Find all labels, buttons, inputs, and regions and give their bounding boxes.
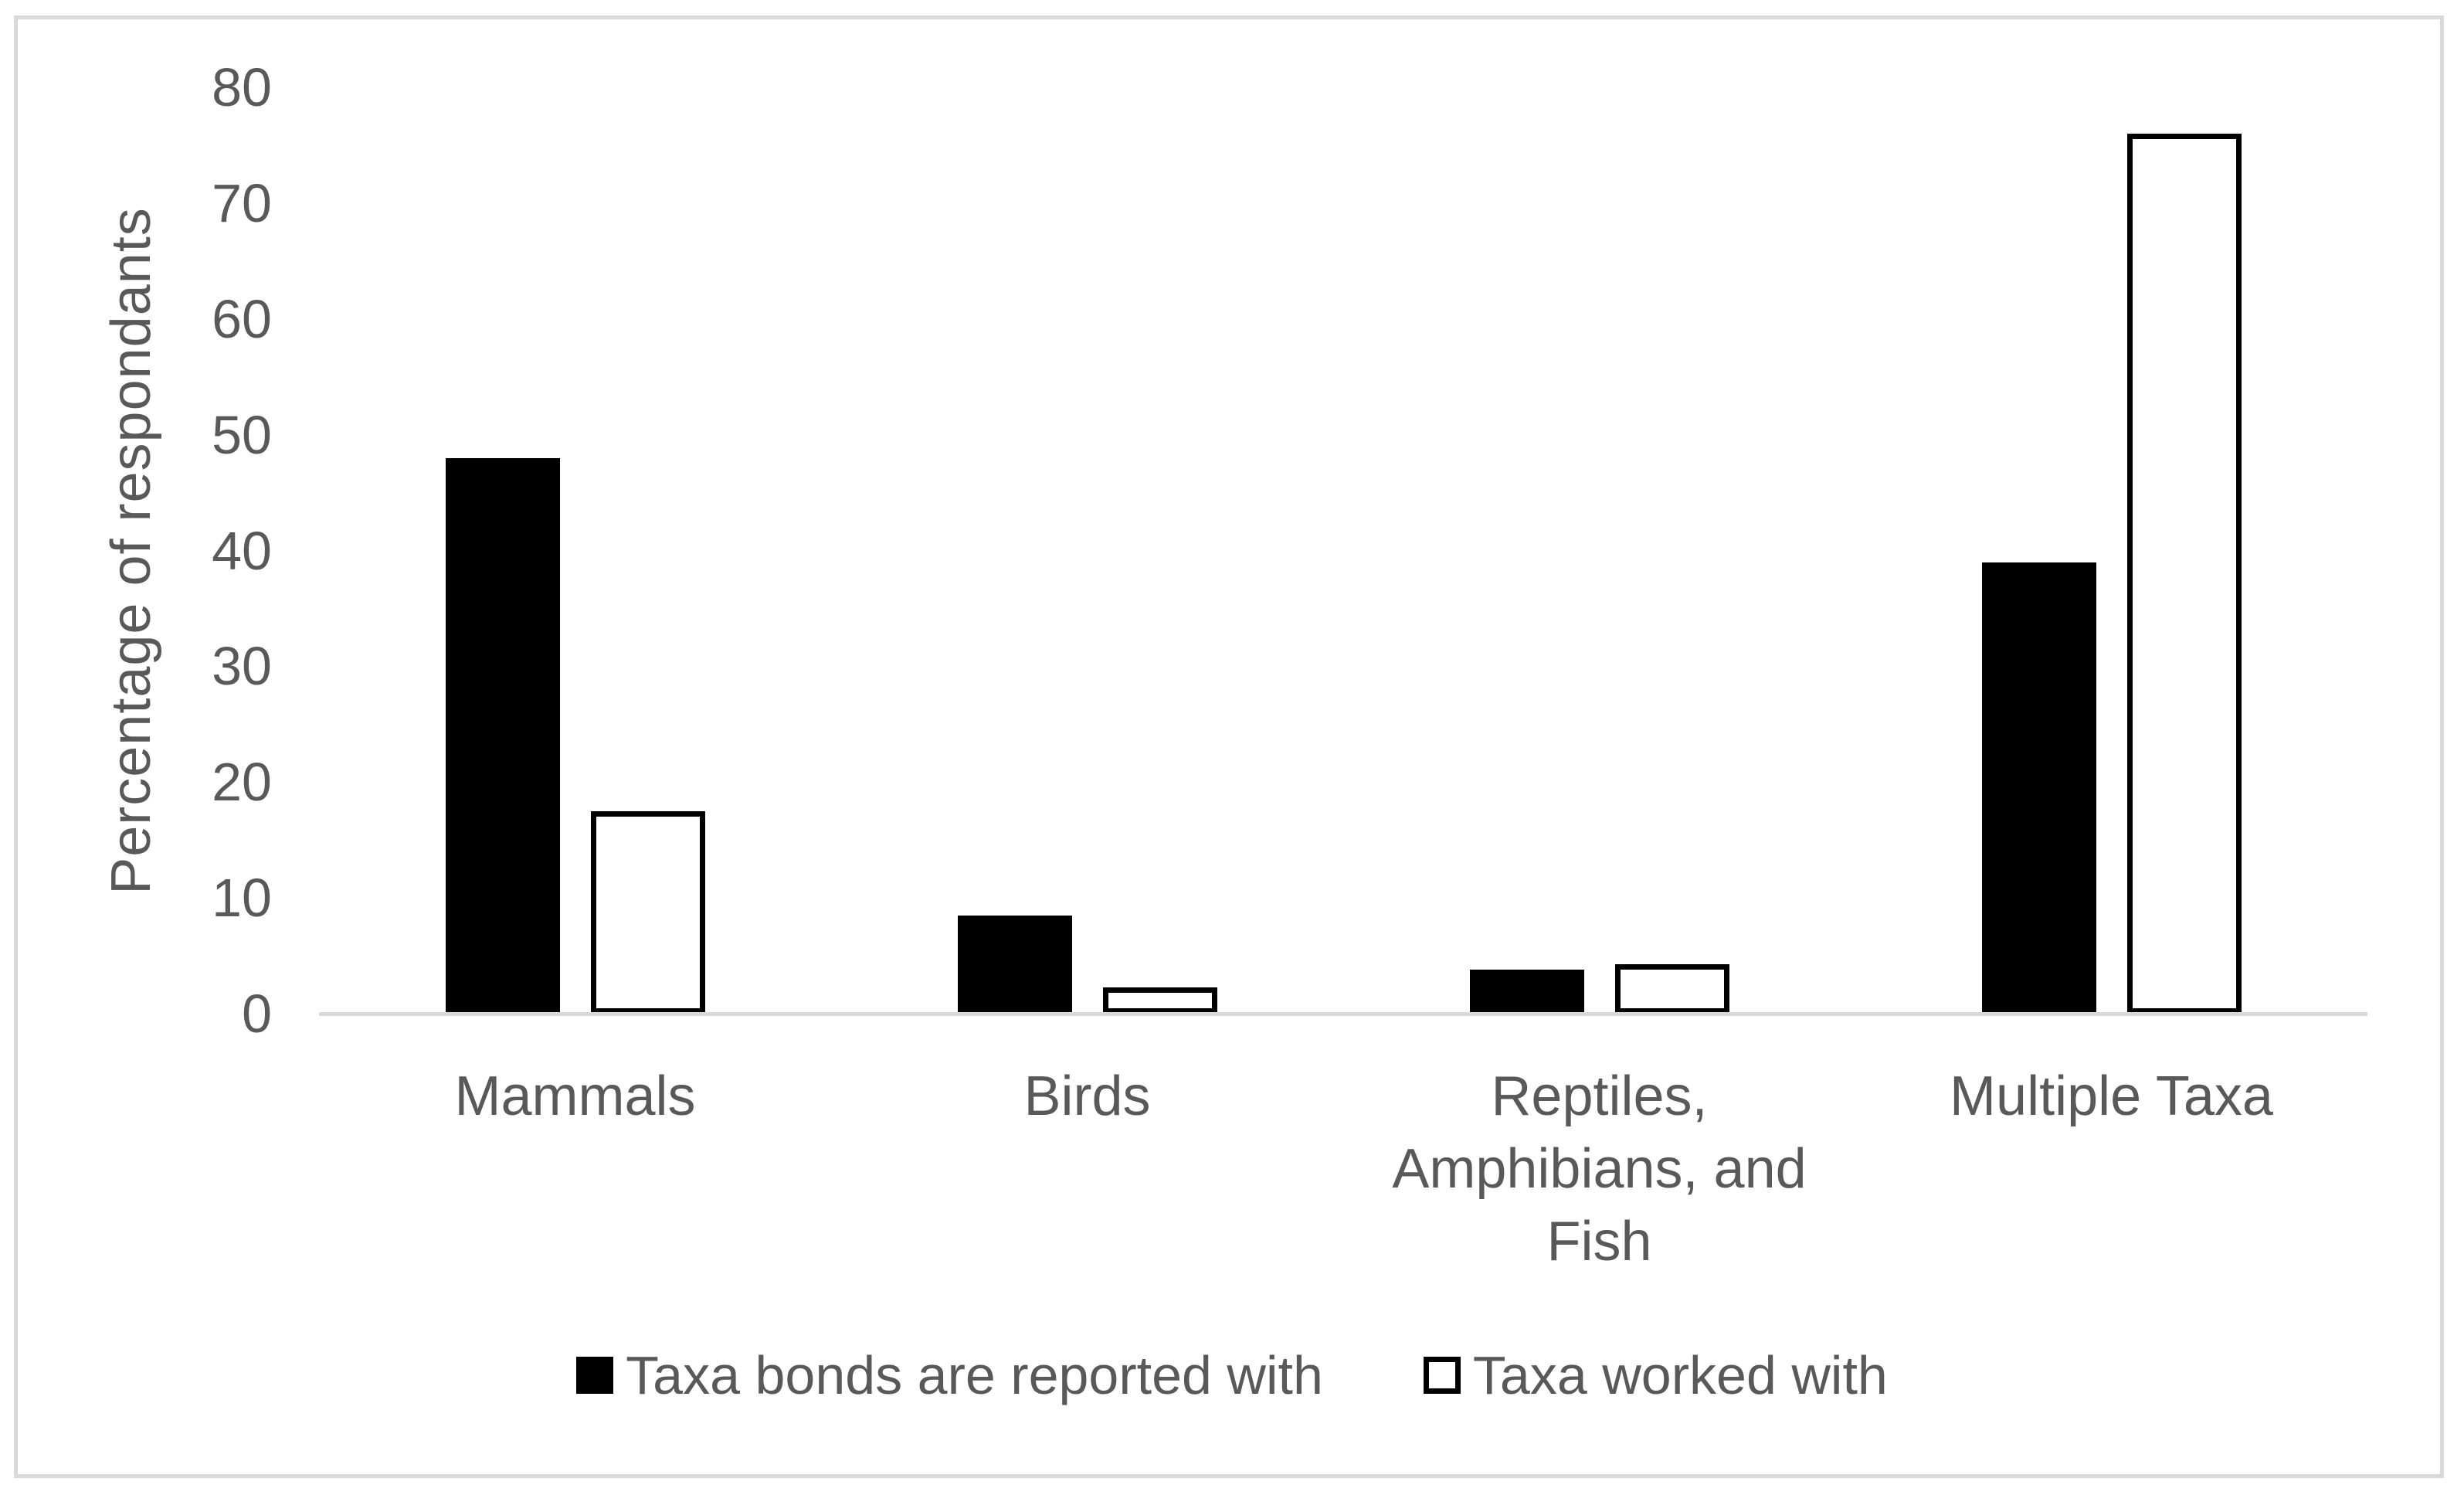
y-tick-label: 0 bbox=[242, 984, 272, 1044]
bar-group bbox=[1343, 87, 1855, 1014]
x-axis-line bbox=[319, 1012, 2367, 1016]
legend-item-worked: Taxa worked with bbox=[1423, 1344, 1888, 1406]
bar-filled bbox=[445, 457, 560, 1014]
bar-filled bbox=[1469, 970, 1584, 1014]
y-tick-label: 30 bbox=[212, 636, 272, 697]
y-tick-label: 80 bbox=[212, 57, 272, 117]
legend-swatch-filled bbox=[576, 1357, 614, 1394]
plot-area bbox=[319, 87, 2367, 1014]
legend: Taxa bonds are reported with Taxa worked… bbox=[0, 1344, 2464, 1406]
bar-group bbox=[831, 87, 1343, 1014]
legend-label: Taxa worked with bbox=[1472, 1345, 1888, 1405]
bar-outlined bbox=[1614, 963, 1729, 1014]
bar-group bbox=[1855, 87, 2367, 1014]
y-tick-label: 20 bbox=[212, 752, 272, 813]
y-tick-label: 50 bbox=[212, 404, 272, 465]
bar-outlined bbox=[1102, 987, 1217, 1014]
y-tick-label: 40 bbox=[212, 520, 272, 581]
bar-filled bbox=[957, 915, 1072, 1014]
y-axis-ticks: 0 10 20 30 40 50 60 70 80 bbox=[0, 60, 272, 1041]
legend-label: Taxa bonds are reported with bbox=[626, 1345, 1323, 1405]
legend-item-reported: Taxa bonds are reported with bbox=[576, 1344, 1323, 1406]
x-category-labels: Mammals Birds Reptiles, Amphibians, and Fi… bbox=[319, 1060, 2367, 1278]
bar-outlined bbox=[590, 810, 705, 1014]
bar-groups bbox=[319, 87, 2367, 1014]
x-category-label: Mammals bbox=[454, 1065, 696, 1127]
bar-group bbox=[319, 87, 831, 1014]
bar-filled bbox=[1981, 562, 2096, 1014]
y-tick-label: 10 bbox=[212, 868, 272, 929]
x-category-label: Multiple Taxa bbox=[1950, 1065, 2273, 1127]
figure-frame bbox=[14, 15, 2444, 1478]
bar-outlined bbox=[2126, 133, 2242, 1014]
x-category-label: Birds bbox=[1023, 1065, 1151, 1127]
y-tick-label: 70 bbox=[212, 172, 272, 233]
y-tick-label: 60 bbox=[212, 288, 272, 349]
x-category-label: Reptiles, Amphibians, and Fish bbox=[1392, 1065, 1807, 1272]
legend-swatch-outlined bbox=[1423, 1357, 1461, 1394]
